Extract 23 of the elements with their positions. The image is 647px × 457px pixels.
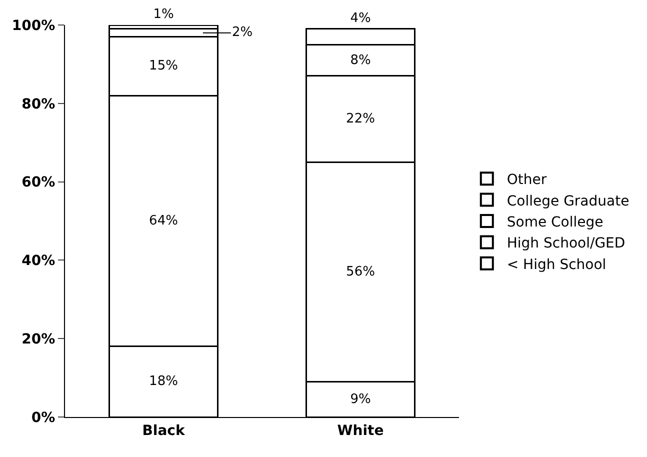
legend-label: Some College (506, 214, 604, 230)
data-label: 18% (149, 374, 178, 390)
legend-label: High School/GED (506, 236, 626, 252)
legend-label: < High School (506, 256, 606, 273)
legend-label: College Graduate (506, 193, 630, 210)
data-label: 8% (350, 52, 371, 68)
y-tick-label: 100% (12, 18, 56, 34)
data-label: 1% (153, 7, 174, 22)
data-label: 2% (232, 25, 253, 40)
legend-label: Other (506, 172, 547, 188)
data-label: 4% (350, 10, 371, 26)
y-tick-label: 60% (22, 174, 56, 191)
data-label: 15% (149, 58, 178, 74)
data-label: 56% (346, 264, 375, 280)
x-tick-label: Black (142, 422, 186, 439)
y-tick-label: 40% (22, 253, 56, 270)
x-tick-label: White (337, 422, 384, 439)
data-label: 22% (346, 112, 375, 127)
y-tick-label: 20% (22, 332, 56, 348)
data-label: 9% (350, 392, 371, 407)
y-tick-label: 0% (31, 410, 56, 426)
data-label: 64% (149, 214, 178, 228)
y-tick-label: 80% (22, 96, 56, 112)
